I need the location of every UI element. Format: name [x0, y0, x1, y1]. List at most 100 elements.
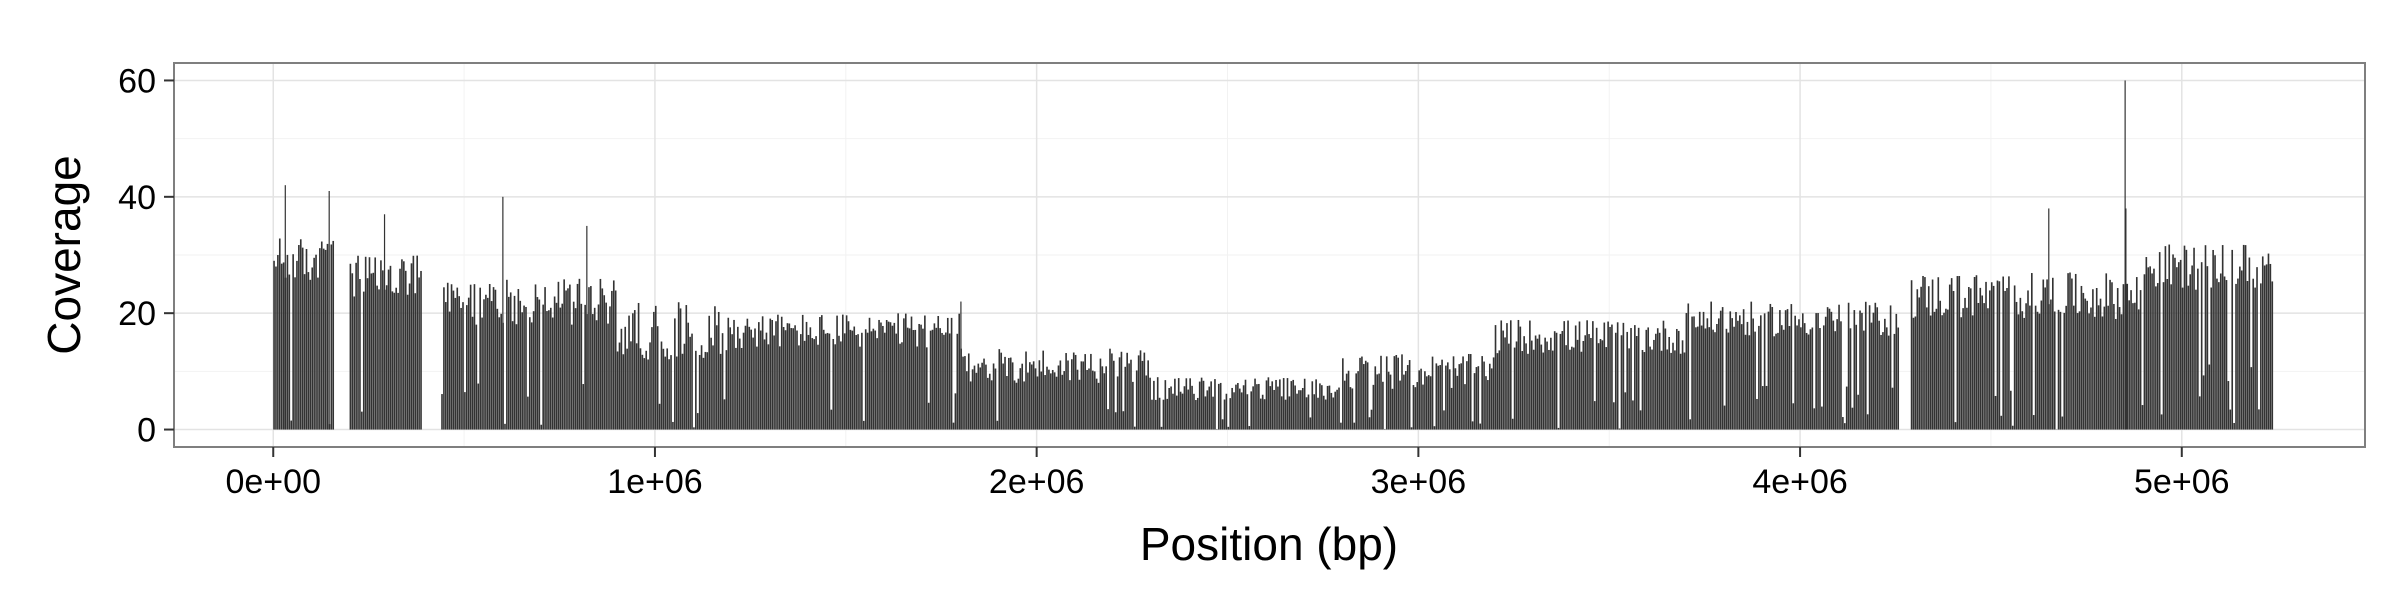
coverage-bar — [594, 308, 596, 430]
coverage-bar — [1275, 380, 1277, 430]
coverage-bar — [1025, 352, 1027, 430]
coverage-bar — [1682, 340, 1684, 429]
coverage-bar — [2025, 303, 2027, 429]
coverage-bar — [351, 273, 353, 429]
coverage-bar — [279, 239, 281, 430]
coverage-bar — [2123, 284, 2125, 429]
coverage-bar — [1565, 345, 1567, 429]
coverage-bar — [498, 317, 500, 429]
coverage-bar — [2042, 280, 2044, 430]
coverage-bar — [581, 304, 583, 430]
coverage-bar — [1520, 327, 1522, 430]
coverage-bar — [666, 348, 668, 429]
coverage-bar — [1949, 285, 1951, 430]
coverage-bar — [397, 293, 399, 430]
coverage-bar — [1006, 376, 1008, 430]
coverage-bar — [2189, 274, 2191, 429]
coverage-bar — [1890, 305, 1892, 429]
coverage-bar — [1747, 322, 1749, 430]
coverage-bar — [2237, 279, 2239, 430]
coverage-bar — [1974, 277, 1976, 430]
coverage-bar — [955, 393, 957, 429]
coverage-bar — [1852, 408, 1854, 430]
coverage-bar — [1756, 399, 1758, 430]
coverage-bar — [762, 316, 764, 429]
coverage-bar — [664, 357, 666, 430]
coverage-bar — [697, 413, 699, 429]
coverage-bar — [1065, 353, 1067, 430]
coverage-bar — [1504, 337, 1506, 429]
coverage-bar — [958, 314, 960, 430]
coverage-bar — [998, 349, 1000, 429]
coverage-bar — [1810, 329, 1812, 429]
coverage-bar — [2105, 273, 2107, 429]
coverage-bar — [1271, 381, 1273, 429]
coverage-bar — [1539, 335, 1541, 430]
coverage-bar — [1951, 278, 1953, 429]
coverage-bar — [1252, 386, 1254, 429]
coverage-bar — [1428, 375, 1430, 429]
coverage-bar — [1348, 371, 1350, 430]
coverage-bar — [565, 290, 567, 429]
coverage-bar — [966, 371, 968, 429]
coverage-bar — [1455, 368, 1457, 429]
coverage-bar — [361, 412, 363, 430]
coverage-bar — [1365, 361, 1367, 430]
coverage-bar — [2086, 301, 2088, 430]
coverage-bar — [1626, 332, 1628, 430]
coverage-bar — [1684, 352, 1686, 429]
coverage-bar — [1621, 335, 1623, 429]
coverage-bar — [2165, 246, 2167, 429]
coverage-bar — [1256, 384, 1258, 429]
coverage-bar — [636, 343, 638, 429]
coverage-bar — [1731, 318, 1733, 429]
coverage-bar — [1207, 390, 1209, 429]
coverage-bar — [743, 333, 745, 430]
coverage-bar — [1930, 316, 1932, 430]
coverage-bar — [1191, 386, 1193, 430]
coverage-bar — [1894, 334, 1896, 430]
coverage-bar — [928, 403, 930, 430]
coverage-bar — [474, 284, 476, 429]
coverage-bar — [1168, 388, 1170, 430]
coverage-bar — [477, 384, 479, 430]
coverage-bar — [983, 359, 985, 430]
coverage-bar — [974, 366, 976, 430]
coverage-bar — [880, 323, 882, 430]
coverage-bar — [894, 323, 896, 430]
coverage-bar — [1512, 419, 1514, 430]
coverage-bar — [1647, 327, 1649, 429]
coverage-bar — [1176, 396, 1178, 430]
coverage-bar — [1386, 356, 1388, 429]
coverage-bar — [525, 307, 527, 430]
coverage-bar — [657, 326, 659, 429]
coverage-bar — [1718, 318, 1720, 429]
coverage-bar — [1791, 304, 1793, 429]
coverage-bar — [1699, 312, 1701, 430]
coverage-bar — [1050, 373, 1052, 429]
coverage-bar — [2159, 252, 2161, 429]
coverage-bar — [850, 330, 852, 430]
coverage-bar — [1985, 282, 1987, 430]
coverage-bar — [1848, 303, 1850, 430]
coverage-bar — [1741, 324, 1743, 429]
coverage-bar — [1233, 392, 1235, 429]
coverage-bar — [1745, 335, 1747, 430]
coverage-bar — [390, 266, 392, 430]
coverage-bar — [287, 255, 289, 430]
coverage-bar — [1422, 385, 1424, 430]
coverage-bar — [470, 285, 472, 430]
coverage-bar — [1103, 373, 1105, 429]
coverage-bar — [1777, 333, 1779, 430]
coverage-bar — [1294, 385, 1296, 429]
coverage-bar — [414, 293, 416, 429]
coverage-bar — [1588, 334, 1590, 429]
coverage-bar — [1464, 384, 1466, 429]
coverage-bar — [981, 363, 983, 430]
coverage-bar — [1836, 319, 1838, 429]
coverage-bar — [976, 373, 978, 430]
coverage-bar — [810, 327, 812, 429]
coverage-bar — [1357, 371, 1359, 429]
coverage-bar — [970, 381, 972, 429]
coverage-bar — [275, 267, 277, 430]
